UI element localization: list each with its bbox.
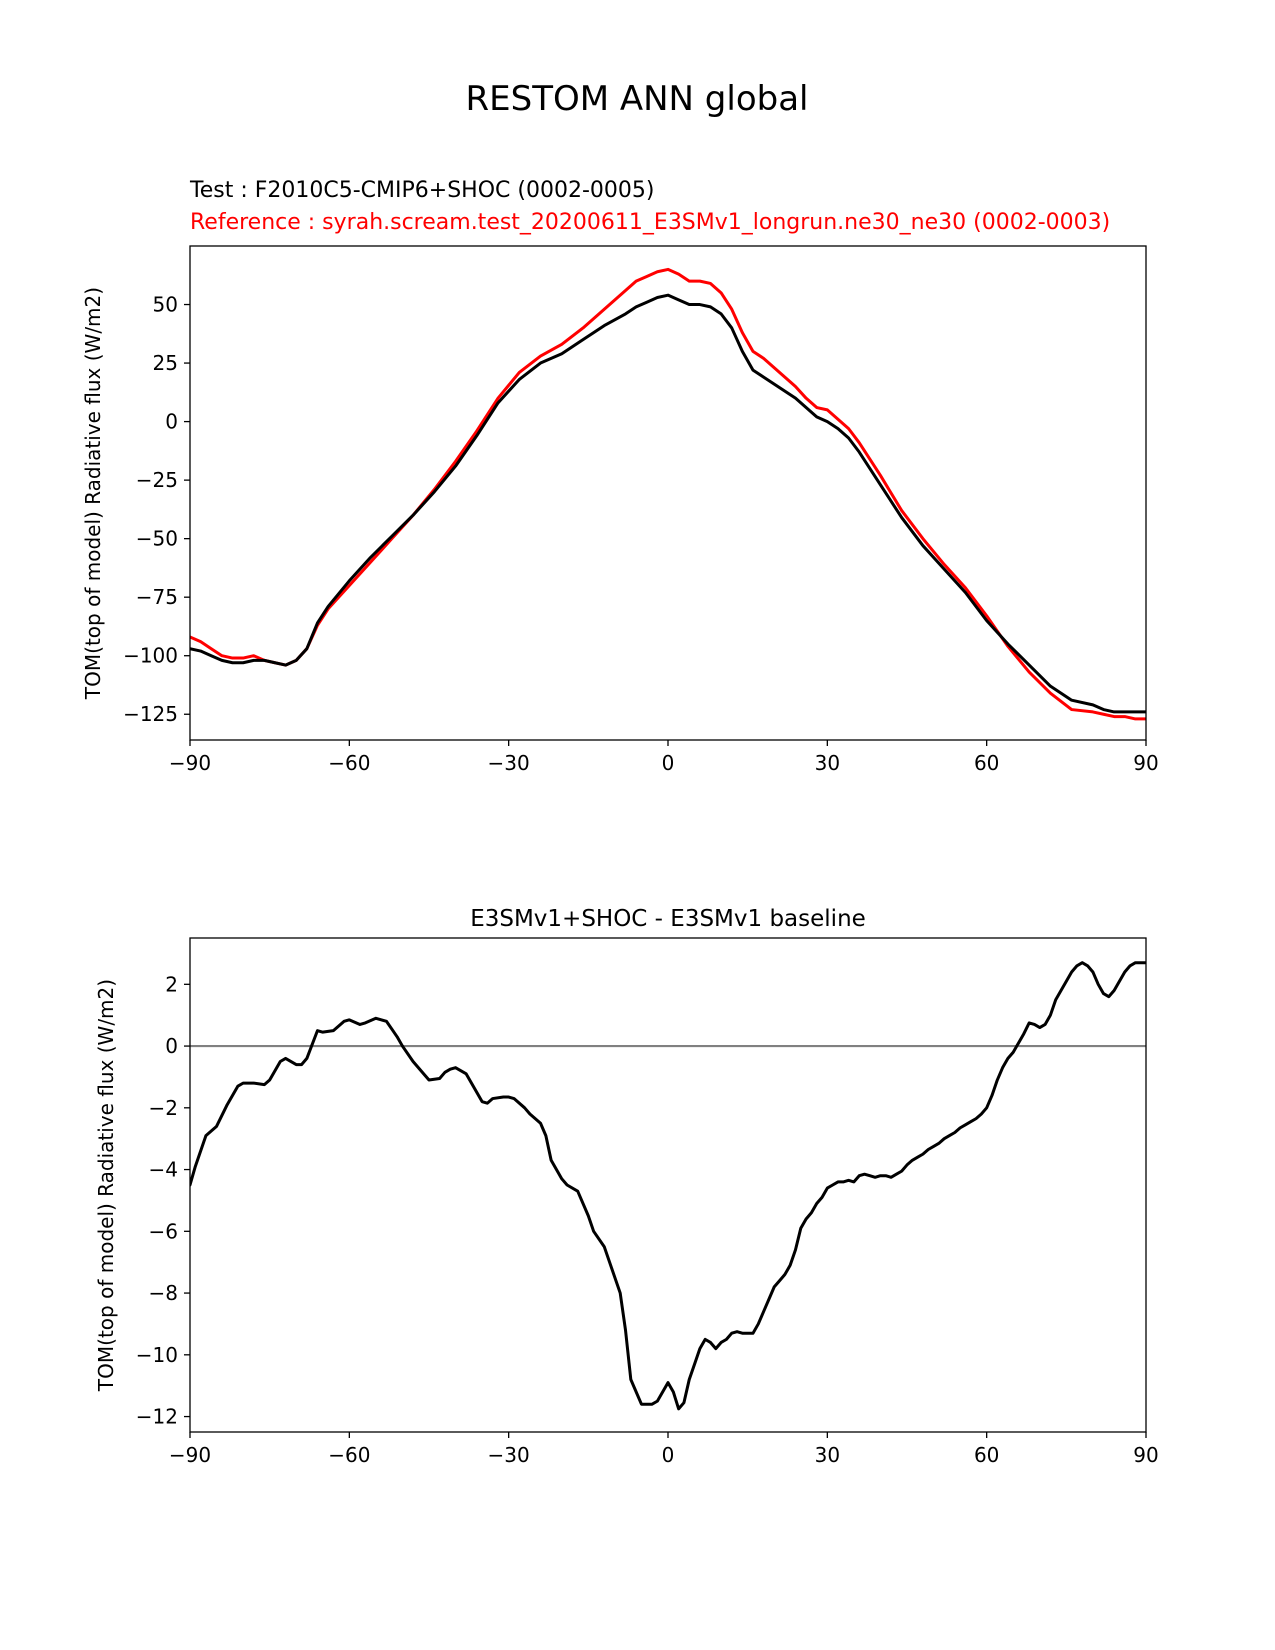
top-ytick-label: −125 [123,702,178,726]
top-xtick-label: 30 [815,751,840,775]
reference-label: Reference : syrah.scream.test_20200611_E… [190,210,1110,235]
top-ylabel: TOM(top of model) Radiative flux (W/m2) [81,287,105,700]
top-xtick-label: 60 [974,751,999,775]
top-xtick-label: −60 [328,751,370,775]
top-ytick-label: −25 [136,468,178,492]
top-xtick-label: 0 [662,751,675,775]
bottom-ytick-label: −6 [149,1219,178,1243]
top-ytick-label: 0 [165,410,178,434]
bottom-chart: E3SMv1+SHOC - E3SMv1 baseline −90 −60 −30 0… [94,906,1159,1467]
bottom-title: E3SMv1+SHOC - E3SMv1 baseline [470,906,866,932]
bottom-ytick-label: −12 [136,1405,178,1429]
bottom-xtick-label: 0 [662,1443,675,1467]
figure-title: RESTOM ANN global [466,79,809,119]
top-plot-frame [189,245,1147,741]
top-xtick-label: −30 [488,751,530,775]
top-xtick-label: 90 [1133,751,1158,775]
bottom-xtick-label: 90 [1133,1443,1158,1467]
bottom-series-line-difference [190,961,1146,1411]
top-xtick-label: −90 [169,751,211,775]
bottom-ytick-label: −8 [149,1281,178,1305]
bottom-ylabel: TOM(top of model) Radiative flux (W/m2) [94,979,118,1392]
bottom-plot-frame [189,937,1147,1433]
top-ytick-label: −75 [136,585,178,609]
test-label: Test : F2010C5-CMIP6+SHOC (0002-0005) [189,178,654,203]
top-ytick-label: −100 [123,644,178,668]
bottom-ytick-label: −2 [149,1096,178,1120]
bottom-xtick-label: 30 [815,1443,840,1467]
top-ytick-label: 50 [153,293,178,317]
top-ytick-label: 25 [153,351,178,375]
bottom-xtick-label: −90 [169,1443,211,1467]
top-ytick-label: −50 [136,527,178,551]
bottom-ytick-label: 0 [165,1034,178,1058]
bottom-ytick-label: −10 [136,1343,178,1367]
bottom-ytick-label: 2 [165,972,178,996]
bottom-xtick-label: 60 [974,1443,999,1467]
bottom-xtick-label: −30 [488,1443,530,1467]
bottom-ytick-label: −4 [149,1158,178,1182]
top-series-line-test [190,293,1146,714]
bottom-xtick-label: −60 [328,1443,370,1467]
top-chart: Test : F2010C5-CMIP6+SHOC (0002-0005) Re… [81,178,1159,775]
